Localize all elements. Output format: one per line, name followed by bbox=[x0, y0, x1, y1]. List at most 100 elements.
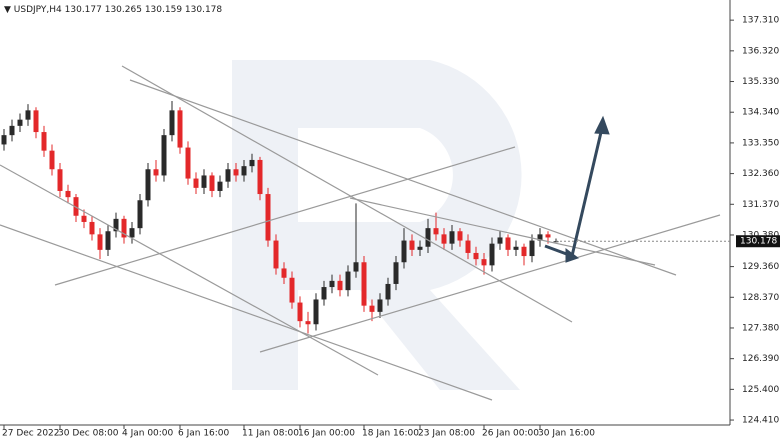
candle-body bbox=[241, 166, 247, 176]
candle-body bbox=[505, 237, 511, 250]
candle-body bbox=[225, 169, 231, 182]
candle-body bbox=[361, 262, 367, 306]
candle-body bbox=[9, 125, 15, 136]
candle-body bbox=[545, 234, 551, 238]
candle-body bbox=[265, 194, 271, 241]
last-price-box bbox=[736, 235, 780, 248]
candle-body bbox=[121, 218, 127, 238]
y-tick-label: 135.330 bbox=[742, 77, 779, 87]
candle-body bbox=[65, 190, 71, 198]
trend-line bbox=[259, 214, 721, 353]
candle-body bbox=[161, 135, 167, 176]
watermark-bowl bbox=[298, 60, 522, 290]
candle-body bbox=[409, 240, 415, 250]
y-tick-label: 125.400 bbox=[742, 385, 779, 395]
x-tick-label: 16 Jan 00:00 bbox=[298, 429, 355, 439]
candle-body bbox=[497, 237, 503, 244]
candle-body bbox=[41, 132, 47, 151]
symbol: USDJPY,H4 bbox=[14, 5, 62, 15]
candle-body bbox=[377, 299, 383, 312]
trend-line bbox=[0, 224, 493, 401]
candle-body bbox=[441, 234, 447, 244]
candle-body bbox=[177, 110, 183, 148]
candle-body bbox=[137, 200, 143, 229]
candle-body bbox=[281, 268, 287, 278]
candle-body bbox=[297, 302, 303, 322]
candle-body bbox=[353, 262, 359, 272]
x-tick-label: 30 Jan 16:00 bbox=[538, 429, 595, 439]
candle-body bbox=[305, 321, 311, 325]
candle-body bbox=[313, 299, 319, 325]
header-low: 130.159 bbox=[145, 5, 182, 15]
candle-body bbox=[385, 283, 391, 300]
y-tick-label: 129.360 bbox=[742, 262, 779, 272]
candle-body bbox=[193, 178, 199, 188]
y-tick-label: 132.360 bbox=[742, 169, 779, 179]
candle-body bbox=[257, 159, 263, 195]
header-open: 130.177 bbox=[65, 5, 102, 15]
candle-body bbox=[73, 197, 79, 216]
y-tick-label: 133.350 bbox=[742, 138, 779, 148]
x-tick-label: 4 Jan 00:00 bbox=[122, 429, 174, 439]
x-tick-label: 30 Dec 08:00 bbox=[58, 429, 119, 439]
candle-body bbox=[433, 228, 439, 235]
candle-body bbox=[481, 259, 487, 266]
candle-body bbox=[321, 287, 327, 300]
candle-body bbox=[201, 175, 207, 188]
candle-body bbox=[17, 119, 23, 126]
candle-body bbox=[337, 280, 343, 291]
candle-body bbox=[369, 305, 375, 312]
header-close: 130.178 bbox=[185, 5, 222, 15]
candle-body bbox=[473, 252, 479, 260]
x-tick-label: 6 Jan 16:00 bbox=[178, 429, 230, 439]
candle-body bbox=[537, 234, 543, 241]
candle-body bbox=[185, 147, 191, 179]
candle-body bbox=[145, 169, 151, 201]
candle-body bbox=[129, 228, 135, 238]
watermark-leg bbox=[360, 290, 520, 390]
candle-body bbox=[97, 234, 103, 250]
candle-body bbox=[49, 150, 55, 170]
candle-body bbox=[273, 240, 279, 269]
candles bbox=[1, 101, 559, 334]
x-tick-label: 27 Dec 2022 bbox=[2, 429, 60, 439]
candle-body bbox=[489, 243, 495, 266]
x-tick-label: 11 Jan 08:00 bbox=[242, 429, 299, 439]
y-tick-label: 126.390 bbox=[742, 354, 779, 364]
y-tick-label: 134.340 bbox=[742, 108, 779, 118]
candle-body bbox=[417, 246, 423, 250]
trend-lines bbox=[0, 65, 721, 401]
y-tick-label: 131.370 bbox=[742, 200, 779, 210]
x-tick-label: 18 Jan 16:00 bbox=[362, 429, 419, 439]
candle-body bbox=[465, 240, 471, 253]
candle-body bbox=[345, 271, 351, 291]
x-tick-label: 23 Jan 08:00 bbox=[418, 429, 475, 439]
candle-body bbox=[169, 110, 175, 136]
candle-body bbox=[401, 240, 407, 263]
candle-body bbox=[457, 231, 463, 241]
header-high: 130.265 bbox=[105, 5, 142, 15]
candle-body bbox=[233, 169, 239, 176]
candle-body bbox=[513, 246, 519, 250]
candle-body bbox=[529, 240, 535, 257]
candle-body bbox=[209, 175, 215, 191]
candle-body bbox=[449, 231, 455, 244]
y-tick-label: 137.310 bbox=[742, 16, 779, 26]
y-tick-label: 128.370 bbox=[742, 293, 779, 303]
y-tick-label: 136.320 bbox=[742, 46, 779, 56]
candle-body bbox=[57, 169, 63, 191]
watermark bbox=[232, 60, 522, 390]
forecast-arrow bbox=[544, 115, 610, 263]
candle-body bbox=[33, 110, 39, 133]
candle-body bbox=[81, 215, 87, 222]
arrow-head bbox=[594, 115, 610, 135]
candle-body bbox=[393, 262, 399, 284]
header: ▼ USDJPY,H4 130.177 130.265 130.159 130.… bbox=[4, 5, 222, 15]
header-icon: ▼ bbox=[4, 5, 14, 15]
candle-body bbox=[1, 135, 7, 145]
trend-line bbox=[349, 197, 656, 266]
watermark-stem bbox=[232, 60, 298, 390]
candle-body bbox=[289, 277, 295, 303]
trend-line bbox=[0, 164, 379, 376]
